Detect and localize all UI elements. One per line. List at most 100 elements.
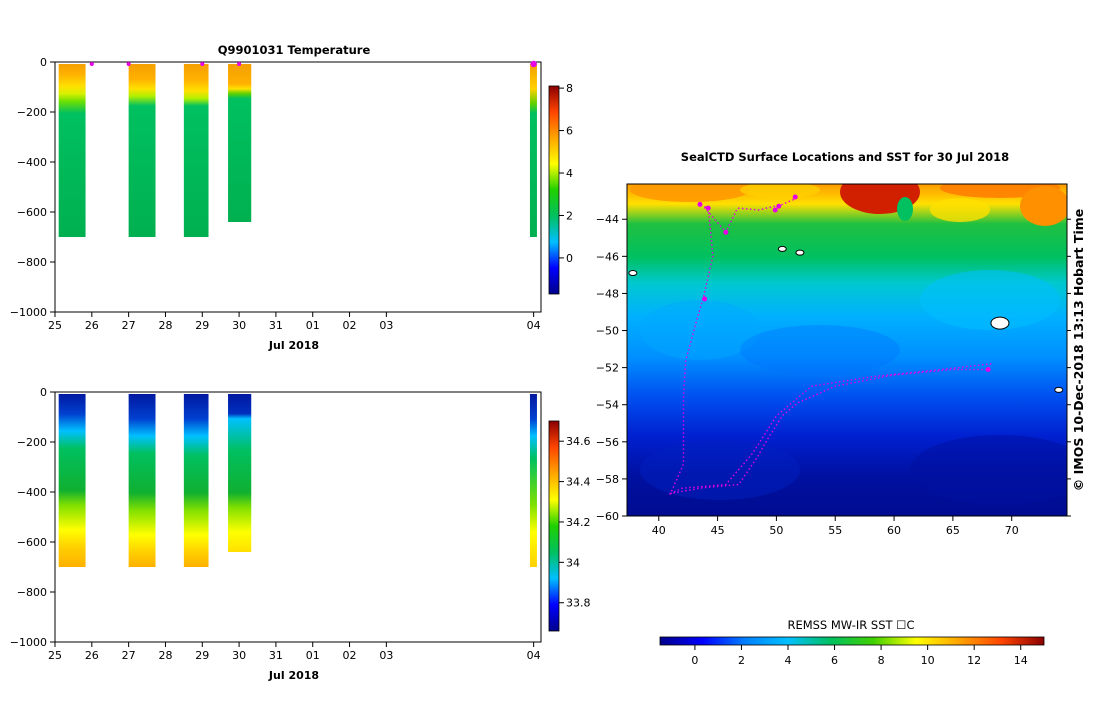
sal-xtick-label: 30 [232,649,246,662]
map-ytick-label: −48 [596,287,619,300]
temp-xtick-label: 30 [232,319,246,332]
island-marker [795,249,805,256]
temperature-plot-frame [54,61,542,313]
temp-profile-marker [200,62,205,66]
temp-profile-marker [89,62,94,66]
sst-cbar-tick-label: 14 [1014,654,1028,667]
sal-ytick-label: −600 [17,536,47,549]
temp-cbar-tick-label: 4 [566,167,573,180]
temp-xtick-label: 02 [343,319,357,332]
temp-xtick-label: 31 [269,319,283,332]
surface-location-marker [705,205,711,211]
temp-profile-bar [183,64,209,237]
map-ytick-label: −46 [596,250,619,263]
temp-ytick-label: −800 [17,256,47,269]
temp-xtick-label: 25 [48,319,62,332]
map-ytick-label: −56 [596,436,619,449]
sal-cbar-tick-label: 34.4 [566,476,591,489]
map-frame [626,183,1068,517]
sal-xtick-label: 01 [306,649,320,662]
sal-xtick-label: 04 [527,649,541,662]
credit-text: © IMOS 10-Dec-2018 13:13 Hobart Time [1071,209,1086,491]
island-marker [990,316,1010,330]
sal-xtick-label: 26 [85,649,99,662]
temp-ytick-label: −600 [17,206,47,219]
sal-profile-bar [128,394,156,567]
temp-profile-marker [126,62,131,66]
sal-xtick-label: 31 [269,649,283,662]
temp-profile-bar [128,64,156,237]
temp-cbar-tick-label: 2 [566,209,573,222]
temperature-title: Q9901031 Temperature [218,43,371,57]
map-xtick-label: 60 [887,524,901,537]
sst-cbar-tick-label: 12 [967,654,981,667]
temp-ytick-label: −400 [17,156,47,169]
map-xtick-label: 70 [1005,524,1019,537]
map-xtick-label: 45 [711,524,725,537]
salinity-panel: 25 26 27 28 29 30 31 01 02 03 04 0 −200 −400 −600 −800… [10,386,591,682]
sal-profile-bar [58,394,86,567]
map-xtick-label: 55 [828,524,842,537]
sal-cbar-tick-label: 34 [566,556,580,569]
temp-xtick-label: 28 [158,319,172,332]
temp-ytick-label: −200 [17,106,47,119]
sst-map-panel: SealCTD Surface Locations and SST for 30… [596,150,1086,667]
sal-ytick-label: −400 [17,486,47,499]
map-ytick-label: −52 [596,362,619,375]
map-ytick-label: −50 [596,325,619,338]
salinity-plot-frame [54,391,542,643]
temp-profile-bar [58,64,86,237]
temp-cbar-tick-label: 6 [566,125,573,138]
sst-cbar-tick-label: 2 [738,654,745,667]
surface-location-marker [723,229,729,235]
sal-cbar-tick-label: 34.6 [566,435,591,448]
temp-profile-marker [530,60,537,68]
temp-xtick-label: 29 [195,319,209,332]
temp-ytick-label: −1000 [10,306,47,319]
map-xtick-label: 40 [652,524,666,537]
map-xtick-label: 65 [946,524,960,537]
map-title: SealCTD Surface Locations and SST for 30… [681,150,1009,164]
salinity-colorbar [548,420,560,632]
sst-cbar-tick-label: 8 [878,654,885,667]
sal-xtick-label: 28 [158,649,172,662]
map-ytick-label: −60 [596,510,619,523]
sst-warm-eddies [630,184,1067,505]
salinity-xlabel: Jul 2018 [268,669,319,682]
surface-location-marker [702,296,708,302]
temp-cbar-tick-label: 8 [566,82,573,95]
sal-ytick-label: −200 [17,436,47,449]
temp-xtick-label: 04 [527,319,541,332]
temperature-panel: Q9901031 Temperature 25 26 27 28 29 30 31 01 02 0… [10,43,573,352]
map-ytick-label: −58 [596,473,619,486]
sst-colorbar [659,636,1045,646]
sal-xtick-label: 02 [343,649,357,662]
temperature-colorbar [548,85,560,295]
sal-xtick-label: 25 [48,649,62,662]
surface-location-marker [985,366,991,372]
temp-xtick-label: 26 [85,319,99,332]
surface-location-marker [776,203,782,209]
sst-cbar-tick-label: 0 [691,654,698,667]
sst-cbar-tick-label: 6 [831,654,838,667]
sal-ytick-label: 0 [40,386,47,399]
sst-cbar-tick-label: 10 [921,654,935,667]
temp-xtick-label: 01 [306,319,320,332]
temp-xtick-label: 27 [122,319,136,332]
surface-location-marker [772,207,778,213]
sal-xtick-label: 03 [379,649,393,662]
sal-profile-bar [228,394,252,552]
sal-cbar-tick-label: 34.2 [566,516,591,529]
sal-profile-bar [183,394,209,567]
map-xtick-label: 50 [769,524,783,537]
map-ytick-label: −54 [596,399,619,412]
temp-profile-marker [237,62,242,66]
seal-track [669,198,992,496]
island-marker [777,245,787,252]
island-marker [628,270,638,277]
sal-xtick-label: 29 [195,649,209,662]
temp-profile-bar [529,64,537,237]
temp-cbar-tick-label: 0 [566,252,573,265]
sst-colorbar-label: REMSS MW-IR SST ☐C [787,618,914,632]
